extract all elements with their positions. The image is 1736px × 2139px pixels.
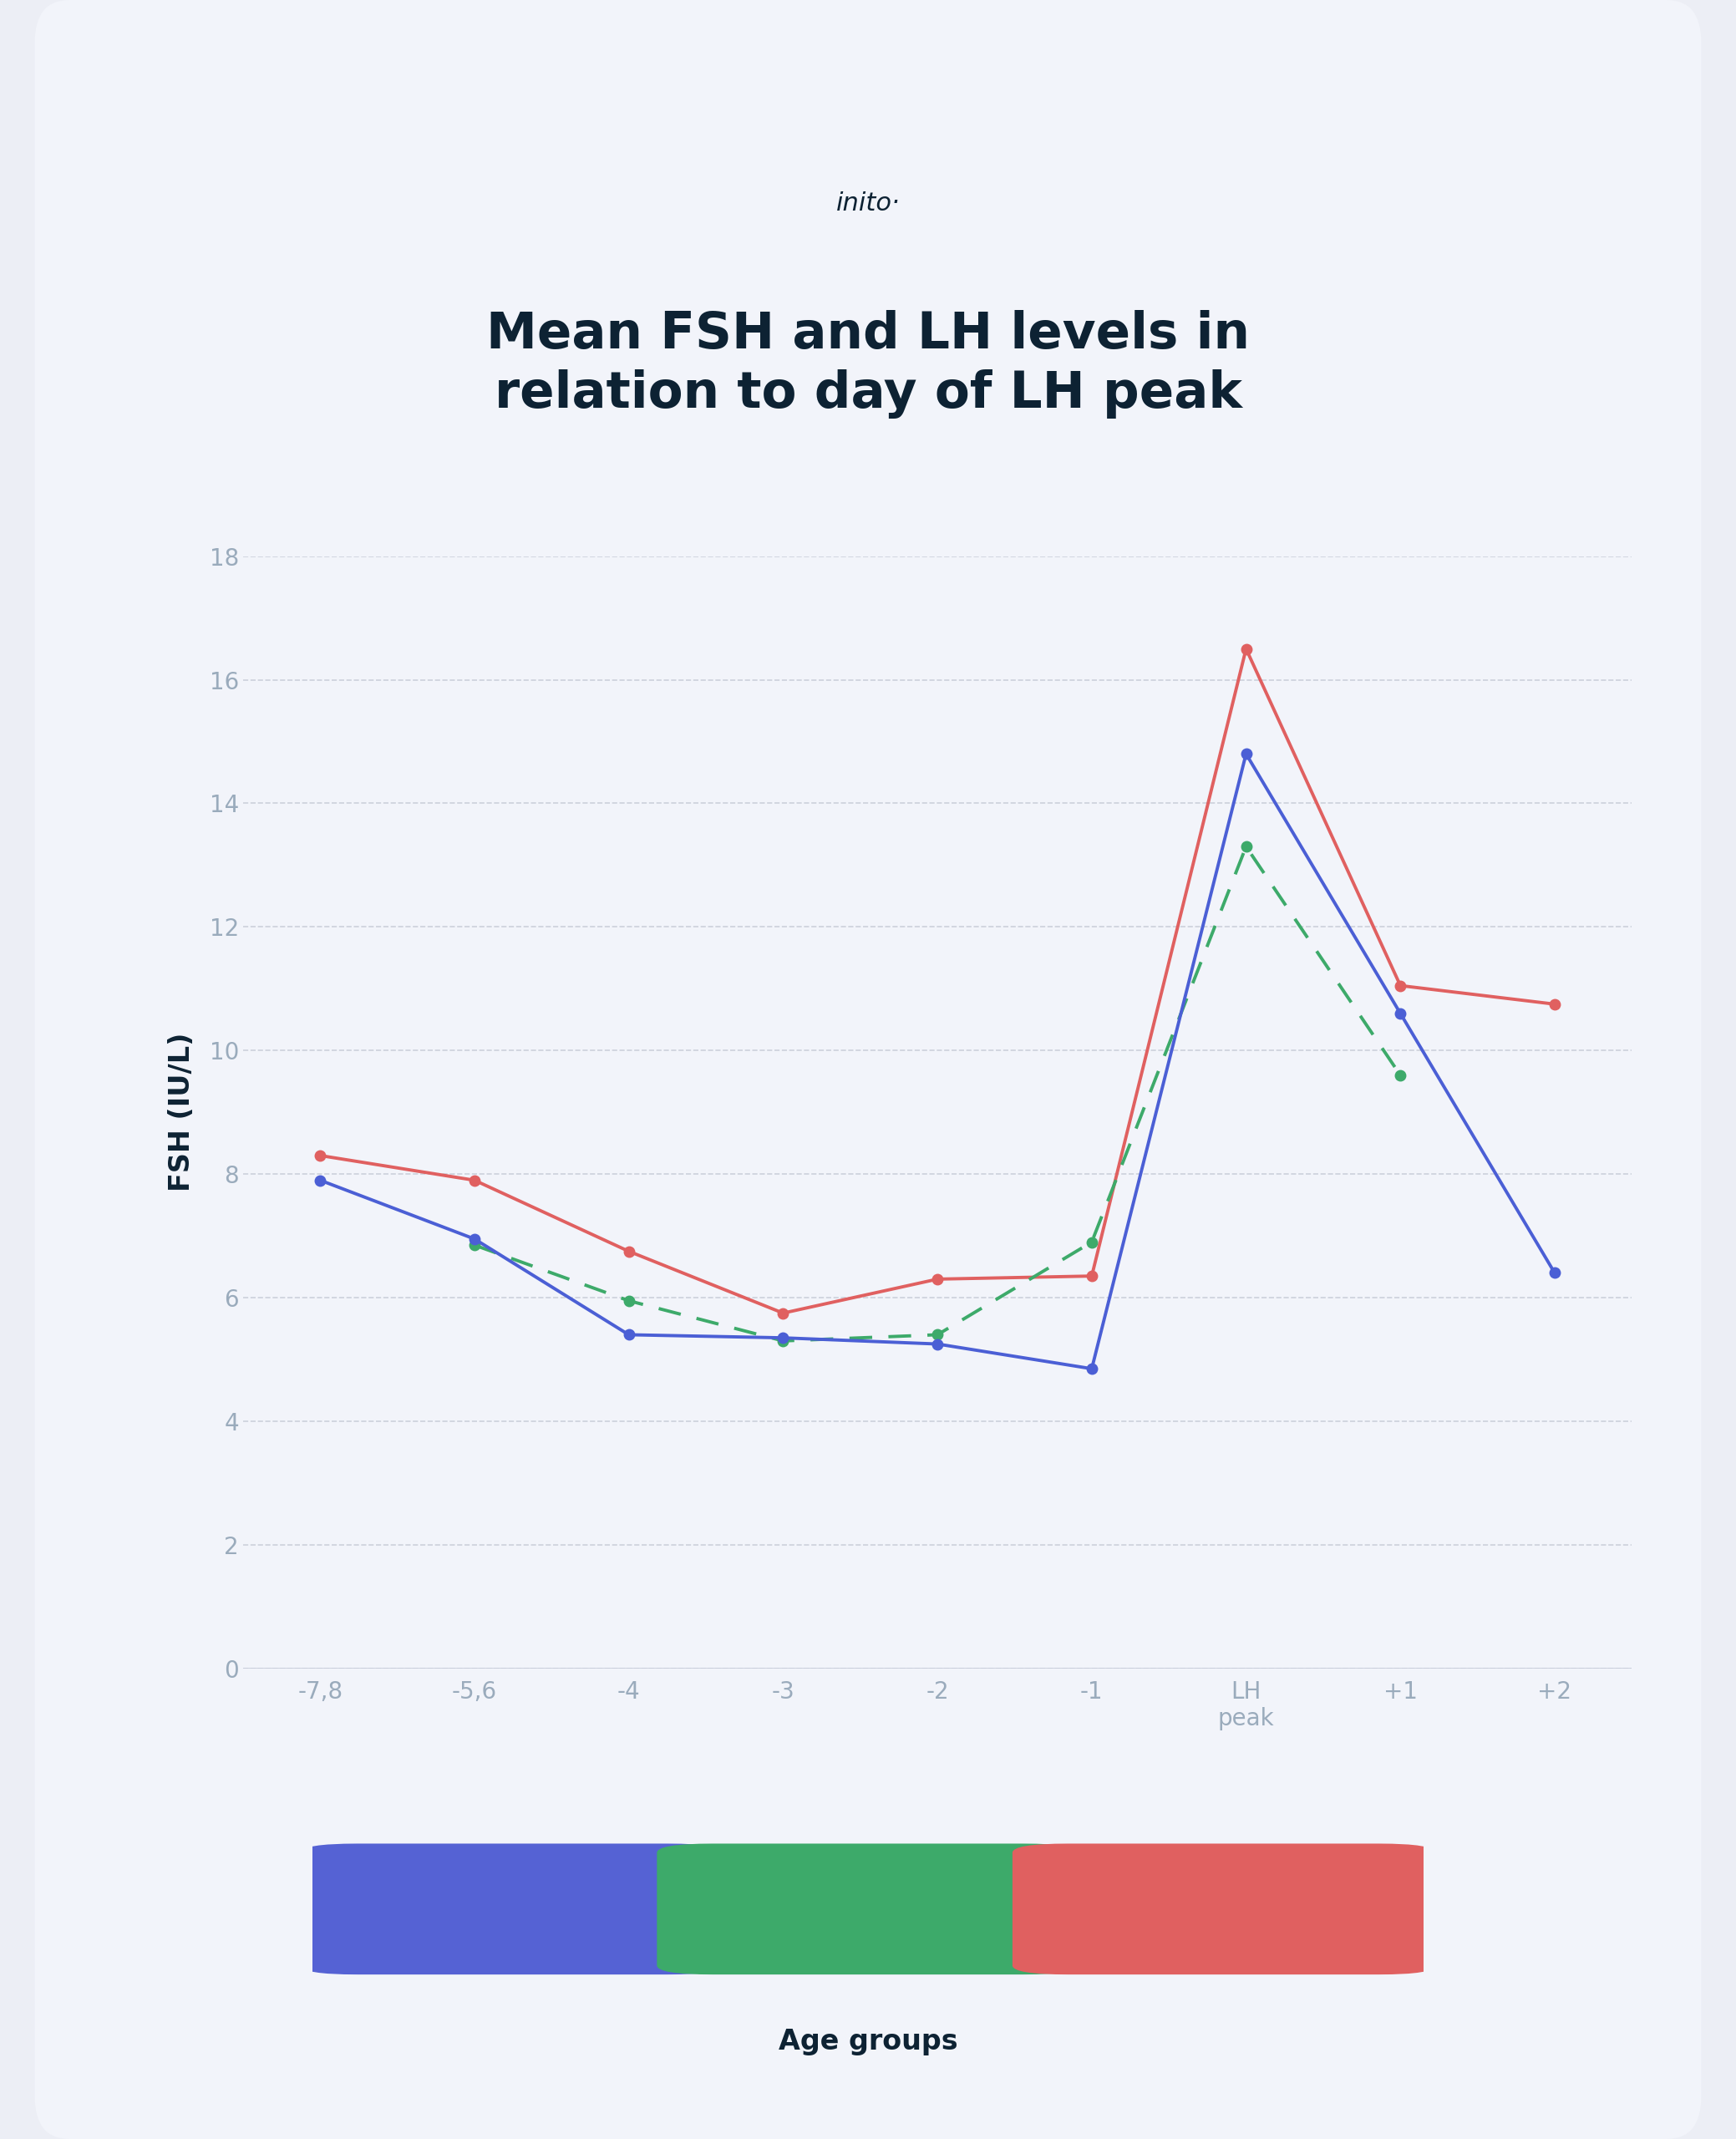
FancyBboxPatch shape [302,1844,724,1974]
Text: 38-46: 38-46 [1168,1891,1279,1927]
Text: 31-37: 31-37 [812,1891,924,1927]
Text: Mean FSH and LH levels in
relation to day of LH peak: Mean FSH and LH levels in relation to da… [486,310,1250,419]
Y-axis label: FSH (IU/L): FSH (IU/L) [168,1033,196,1191]
Text: 22-30: 22-30 [457,1891,568,1927]
FancyBboxPatch shape [35,0,1701,2139]
FancyBboxPatch shape [1012,1844,1434,1974]
Text: Age groups: Age groups [778,2028,958,2056]
Text: inito·: inito· [837,190,899,216]
FancyBboxPatch shape [656,1844,1080,1974]
